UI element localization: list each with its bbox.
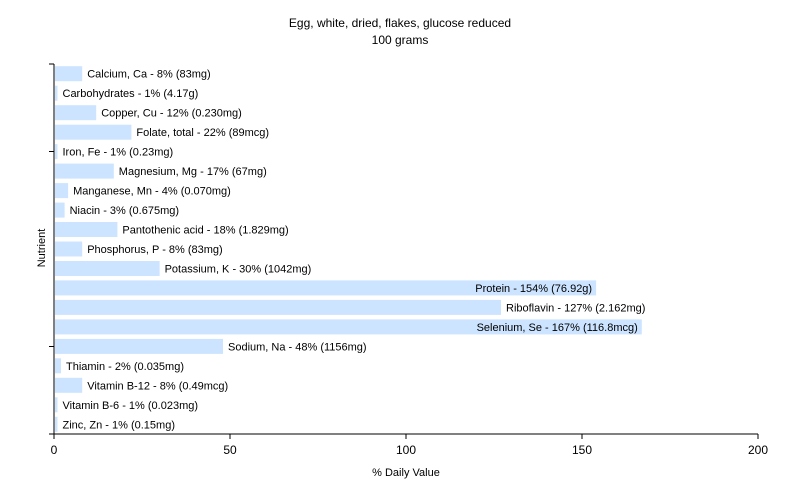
bar-data-label: Zinc, Zn - 1% (0.15mg) xyxy=(63,419,175,431)
bar xyxy=(55,144,58,160)
bar xyxy=(55,280,597,296)
bar xyxy=(55,163,114,179)
bar-data-label: Sodium, Na - 48% (1156mg) xyxy=(228,341,367,353)
bar xyxy=(55,338,223,354)
bar-data-label: Potassium, K - 30% (1042mg) xyxy=(165,264,312,276)
bar xyxy=(55,105,97,121)
bar-data-label: Vitamin B-12 - 8% (0.49mcg) xyxy=(87,380,228,392)
bar-data-label: Carbohydrates - 1% (4.17g) xyxy=(63,88,199,100)
bar xyxy=(55,261,160,276)
bar xyxy=(55,222,118,237)
bar-data-label: Iron, Fe - 1% (0.23mg) xyxy=(63,147,174,159)
bar-data-label: Vitamin B-6 - 1% (0.023mg) xyxy=(63,400,199,412)
axes-group: 0 50 100 150 200 xyxy=(49,63,768,457)
x-tick-label: 100 xyxy=(396,443,416,457)
bar xyxy=(55,202,65,218)
bar xyxy=(55,397,58,413)
bar-data-label: Magnesium, Mg - 17% (67mg) xyxy=(119,166,267,178)
x-tick-label: 0 xyxy=(51,443,58,457)
bars-group: Calcium, Ca - 8% (83mg) Carbohydrates - 1… xyxy=(55,66,645,432)
bar-data-label: Selenium, Se - 167% (116.8mcg) xyxy=(477,322,638,334)
bar xyxy=(55,416,58,432)
x-axis-label: % Daily Value xyxy=(372,467,440,479)
bar-data-label: Protein - 154% (76.92g) xyxy=(475,283,592,295)
bar xyxy=(55,299,501,315)
bar xyxy=(55,377,83,393)
bar-data-label: Manganese, Mn - 4% (0.070mg) xyxy=(73,186,231,198)
bar-data-label: Riboflavin - 127% (2.162mg) xyxy=(506,302,645,314)
bar xyxy=(55,319,642,335)
bar xyxy=(55,183,69,199)
x-tick-label: 200 xyxy=(748,443,768,457)
bar-data-label: Calcium, Ca - 8% (83mg) xyxy=(87,69,210,81)
x-tick-label: 150 xyxy=(572,443,592,457)
chart-title: Egg, white, dried, flakes, glucose reduc… xyxy=(289,16,511,30)
chart-subtitle: 100 grams xyxy=(372,33,429,47)
bar xyxy=(55,241,83,257)
bar xyxy=(55,358,61,374)
bar-data-label: Pantothenic acid - 18% (1.829mg) xyxy=(122,225,288,237)
bar-data-label: Folate, total - 22% (89mcg) xyxy=(136,127,269,139)
bar xyxy=(55,66,83,82)
bar-data-label: Thiamin - 2% (0.035mg) xyxy=(66,361,184,373)
y-axis-label: Nutrient xyxy=(36,229,48,268)
bar xyxy=(55,85,58,101)
x-tick-label: 50 xyxy=(223,443,237,457)
bar-data-label: Copper, Cu - 12% (0.230mg) xyxy=(101,108,242,120)
bar xyxy=(55,124,132,140)
bar-data-label: Niacin - 3% (0.675mg) xyxy=(70,205,179,217)
bar-data-label: Phosphorus, P - 8% (83mg) xyxy=(87,244,223,256)
